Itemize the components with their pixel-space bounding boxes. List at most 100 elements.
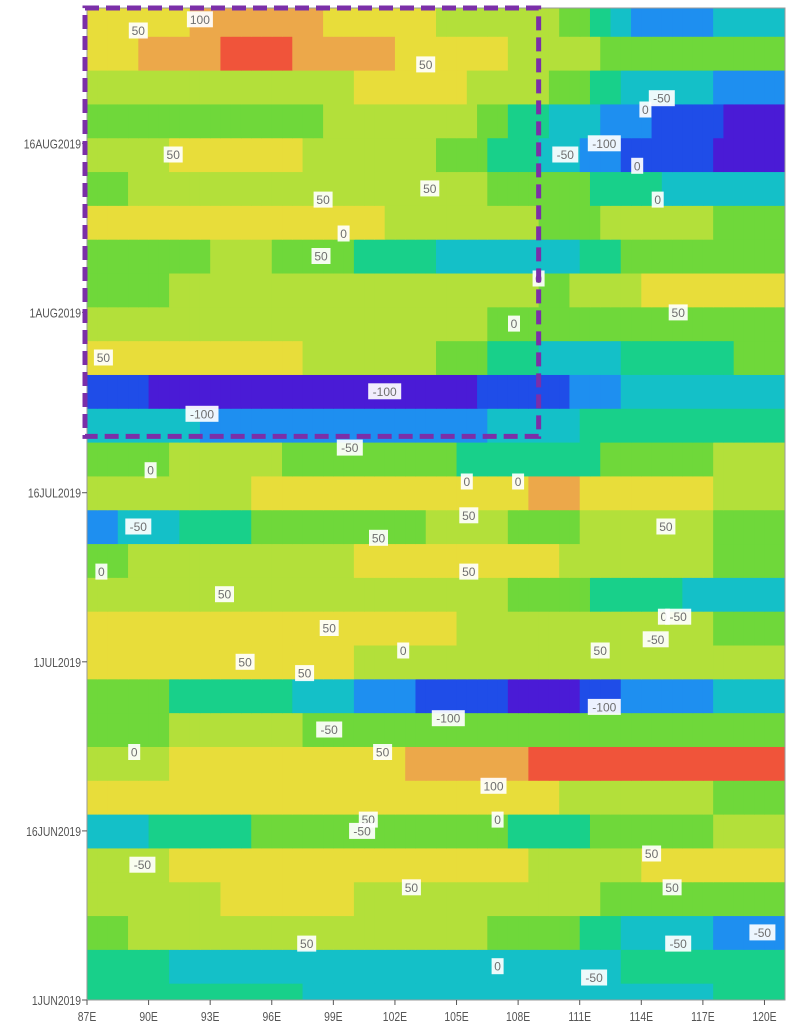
contour-cell [415,70,427,105]
contour-cell [692,509,704,545]
contour-cell [651,272,663,308]
contour-cell [374,644,386,680]
contour-cell [158,70,170,105]
contour-cell [774,543,785,578]
x-tick-label: 108E [506,1010,530,1024]
contour-cell [87,847,98,883]
contour-cell [148,983,160,1000]
contour-cell [343,881,355,917]
contour-cell [589,137,601,173]
contour-cell [579,915,591,950]
contour-cell [343,272,355,308]
contour-cell [405,983,417,1000]
contour-cell [589,306,601,342]
contour-cell [169,577,180,612]
contour-cell [87,746,98,781]
contour-cell [569,949,581,984]
contour-cell [199,814,211,849]
contour-cell [179,8,191,37]
contour-label: -50 [670,937,688,951]
contour-cell [384,543,396,578]
contour-cell [589,374,601,409]
contour-cell [641,272,653,308]
contour-cell [282,509,293,545]
contour-cell [682,577,694,612]
contour-cell [497,272,509,308]
contour-cell [199,70,211,105]
contour-cell [128,103,139,139]
contour-cell [672,509,683,545]
contour-cell [138,239,150,274]
contour-cell [199,36,211,71]
contour-cell [302,611,314,646]
contour-cell [743,712,755,747]
contour-cell [610,239,622,274]
contour-cell [282,205,293,240]
contour-cell [343,36,355,71]
contour-cell [702,475,714,511]
contour-cell [333,239,345,274]
contour-cell [405,239,417,274]
contour-cell [148,475,160,511]
contour-cell [518,983,529,1000]
contour-cell [220,949,232,984]
contour-cell [641,915,653,950]
contour-cell [271,611,283,646]
contour-label: 0 [642,103,649,117]
contour-cell [210,137,222,173]
contour-cell [528,36,540,71]
contour-cell [353,881,365,917]
contour-cell [692,881,704,917]
contour-cell [323,442,334,477]
contour-cell [271,442,283,477]
contour-cell [641,543,653,578]
contour-cell [518,137,529,173]
contour-cell [292,881,304,917]
contour-cell [600,239,612,274]
contour-cell [240,239,252,274]
contour-cell [87,340,98,375]
contour-cell [220,543,232,578]
contour-cell [764,881,776,917]
contour-cell [97,780,109,815]
contour-cell [312,70,324,105]
contour-cell [569,475,581,511]
contour-cell [436,137,447,173]
contour-cell [107,171,119,206]
contour-cell [466,272,478,308]
contour-cell [282,239,293,274]
contour-cell [641,171,653,206]
contour-cell [97,543,109,578]
contour-cell [343,611,355,646]
contour-cell [518,915,529,950]
contour-cell [610,171,622,206]
contour-cell [210,103,222,139]
contour-cell [333,340,345,375]
contour-cell [456,442,468,477]
contour-cell [600,915,612,950]
contour-cell [210,442,222,477]
contour-cell [743,103,755,139]
contour-cell [128,611,139,646]
contour-cell [158,475,170,511]
contour-cell [559,644,571,680]
contour-cell [641,577,653,612]
contour-cell [240,611,252,646]
contour-cell [189,915,201,950]
contour-cell [189,408,201,443]
contour-cell [261,712,273,747]
contour-cell [548,644,560,680]
contour-cell [610,374,622,409]
contour-cell [220,70,232,105]
contour-cell [651,712,663,747]
contour-cell [507,442,519,477]
contour-cell [128,272,139,308]
contour-cell [507,408,519,443]
contour-cell [477,171,488,206]
contour-label: -50 [653,92,671,106]
contour-cell [620,442,632,477]
contour-cell [528,983,540,1000]
contour-cell [117,475,129,511]
contour-label-box [316,721,343,738]
